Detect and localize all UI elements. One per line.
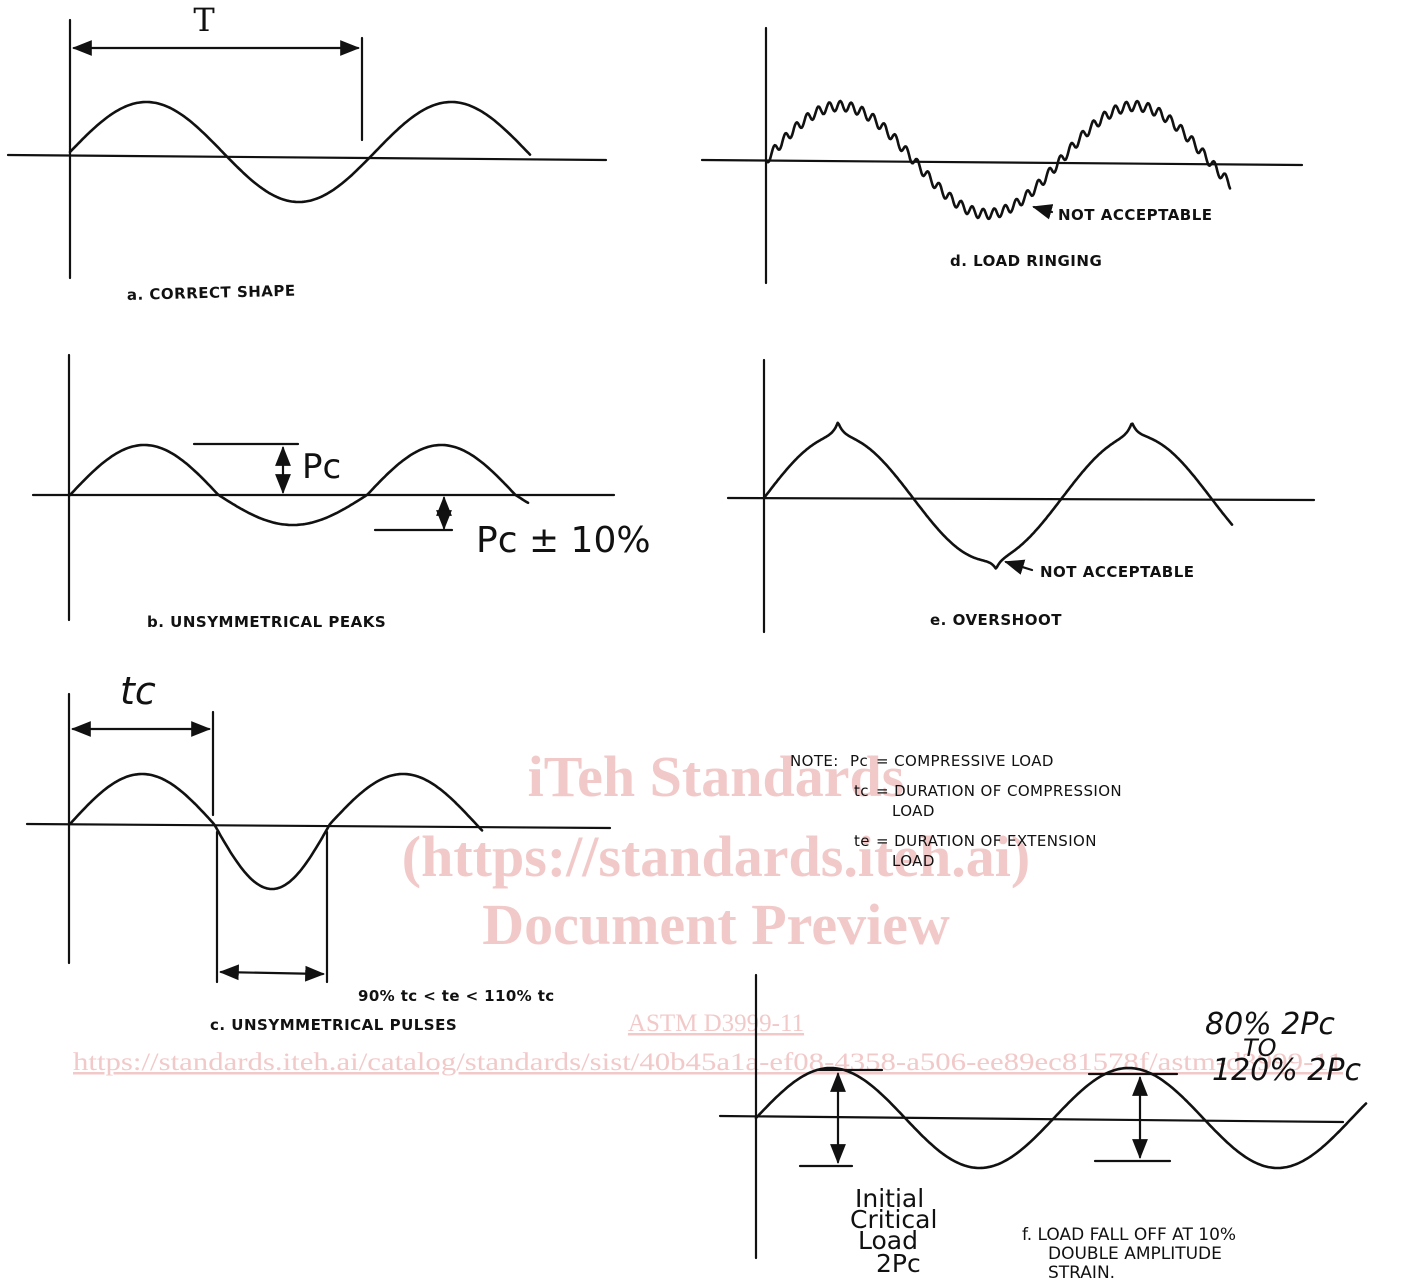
note-tc-symbol: tc: [854, 782, 869, 800]
panel-e-overshoot: NOT ACCEPTABLE e. OVERSHOOT: [726, 358, 1316, 634]
watermark-standard-link[interactable]: ASTM D3999-11: [628, 1010, 804, 1037]
panel-e-annotation: NOT ACCEPTABLE: [1040, 563, 1195, 581]
panel-f-left-label-3: Load: [858, 1226, 918, 1255]
panel-f-caption-3: STRAIN.: [1048, 1263, 1115, 1283]
panel-f-caption-2: DOUBLE AMPLITUDE: [1048, 1244, 1222, 1264]
panel-c-te-arrow: [219, 964, 325, 982]
panel-a-correct-shape: T a. CORRECT SHAPE: [6, 1, 608, 304]
panel-d-load-ringing: NOT ACCEPTABLE d. LOAD RINGING: [700, 26, 1304, 285]
panel-f-right-label-1: 80% 2Pc: [1205, 1007, 1335, 1042]
panel-c-unsymmetrical-pulses: tc 90% tc < te < 110% tc c. UNSYMMETRICA…: [25, 669, 612, 1034]
panel-f-right-label-2: TO: [1243, 1034, 1277, 1062]
panel-d-caption: d. LOAD RINGING: [950, 252, 1102, 270]
panel-c-x-axis: [25, 822, 612, 830]
note-te-symbol: te: [854, 832, 870, 850]
watermark-line1: iTeh Standards: [528, 744, 905, 809]
panel-f-right-label-3: 120% 2Pc: [1212, 1053, 1361, 1088]
panel-a-x-axis: [6, 153, 608, 162]
panel-a-caption: a. CORRECT SHAPE: [127, 282, 296, 304]
watermark: iTeh Standards (https://standards.iteh.a…: [73, 744, 1343, 1076]
panel-b-caption: b. UNSYMMETRICAL PEAKS: [147, 613, 386, 631]
panel-f-caption-1: f. LOAD FALL OFF AT 10%: [1022, 1225, 1236, 1245]
note-te-definition-2: LOAD: [892, 852, 935, 870]
panel-b-waveform: [68, 443, 530, 527]
watermark-url-link[interactable]: https://standards.iteh.ai/catalog/standa…: [73, 1049, 1343, 1076]
watermark-line2: (https://standards.iteh.ai): [402, 824, 1030, 889]
panel-e-caption: e. OVERSHOOT: [930, 611, 1062, 629]
panel-f-left-label-1: Initial: [855, 1184, 924, 1213]
panel-a-waveform: [68, 100, 532, 204]
panel-a-period-label: T: [193, 1, 215, 39]
note-tc-definition-1: = DURATION OF COMPRESSION: [876, 782, 1122, 800]
panel-d-waveform: [764, 99, 1232, 221]
panel-c-tc-label: tc: [120, 669, 156, 713]
panel-f-waveform: [754, 1066, 1368, 1170]
panel-f-left-label-4: 2Pc: [876, 1249, 921, 1278]
panel-e-x-axis: [726, 496, 1316, 502]
note-te-definition-1: = DURATION OF EXTENSION: [876, 832, 1097, 850]
panel-e-waveform: [762, 421, 1234, 570]
panel-f-x-axis: [718, 1114, 1345, 1124]
panel-c-caption: c. UNSYMMETRICAL PULSES: [210, 1016, 457, 1034]
panel-e-annotation-arrow: [1004, 559, 1034, 575]
panel-b-peak-label: Pc: [302, 447, 341, 487]
panel-f-load-fall-off: Initial Critical Load 2Pc 80% 2Pc TO 120…: [718, 973, 1368, 1283]
panel-d-x-axis: [700, 158, 1304, 167]
panel-d-annotation: NOT ACCEPTABLE: [1058, 206, 1213, 224]
note-tc-definition-2: LOAD: [892, 802, 935, 820]
note-pc-symbol: Pc: [850, 752, 868, 770]
panel-b-trough-label: Pc ± 10%: [476, 520, 651, 561]
panel-b-unsymmetrical-peaks: Pc Pc ± 10% b. UNSYMMETRICAL PEAKS: [31, 353, 651, 631]
panel-f-left-label-2: Critical: [850, 1205, 937, 1234]
panel-d-annotation-arrow: [1032, 204, 1054, 220]
panel-c-range-label: 90% tc < te < 110% tc: [358, 987, 555, 1005]
watermark-line3: Document Preview: [482, 892, 950, 957]
note-block: NOTE: Pc = COMPRESSIVE LOAD tc = DURATIO…: [790, 752, 1122, 870]
note-pc-definition: = COMPRESSIVE LOAD: [876, 752, 1054, 770]
note-prefix: NOTE:: [790, 752, 839, 770]
panel-c-waveform: [68, 772, 484, 891]
